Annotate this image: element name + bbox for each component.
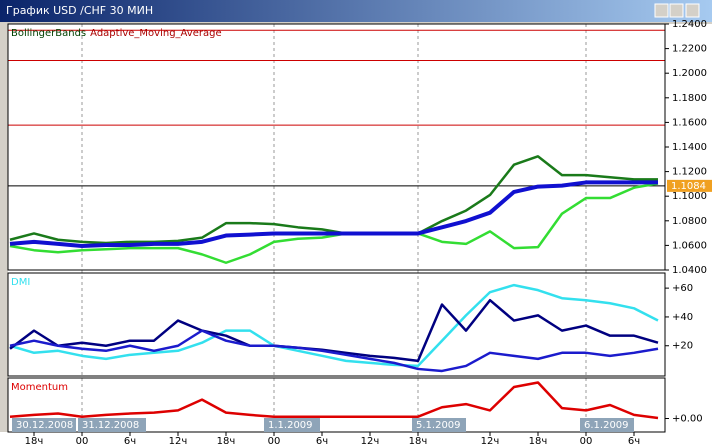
restore-button[interactable] xyxy=(669,3,684,18)
series-line xyxy=(9,381,659,420)
minimize-button[interactable] xyxy=(654,3,669,18)
y-tick-label: 1.0400 xyxy=(672,265,707,276)
y-tick-label: 1.2400 xyxy=(672,19,707,30)
x-tick-label: 6ч xyxy=(628,436,640,447)
date-label: 30.12.2008 xyxy=(16,420,73,431)
price-axis xyxy=(665,24,712,448)
y-tick-label: 1.1000 xyxy=(672,191,707,202)
x-tick-label: 18ч xyxy=(409,436,428,447)
x-tick-label: 00 xyxy=(580,436,593,447)
x-tick-label: 12ч xyxy=(169,436,188,447)
y-tick-label: +40 xyxy=(672,312,693,323)
panel-title: DMI xyxy=(11,277,30,288)
x-tick-label: 12ч xyxy=(481,436,500,447)
panel-borders xyxy=(7,23,666,433)
series-line xyxy=(9,155,658,245)
y-tick-label: 1.0800 xyxy=(672,216,707,227)
day-separators xyxy=(81,24,587,432)
x-tick-label: 18ч xyxy=(25,436,44,447)
y-tick-label: 1.2200 xyxy=(672,44,707,55)
series-line xyxy=(9,182,659,264)
y-tick-label: +20 xyxy=(672,341,693,352)
date-label: 1.1.2009 xyxy=(268,420,313,431)
title-bar xyxy=(0,0,712,22)
y-tick-label: +60 xyxy=(672,283,693,294)
y-tick-label: 1.1800 xyxy=(672,93,707,104)
series-line xyxy=(9,180,658,249)
x-tick-label: 00 xyxy=(76,436,89,447)
x-tick-label: 00 xyxy=(268,436,281,447)
legend-entry: BollingerBands xyxy=(11,28,86,39)
y-tick-label: 1.0600 xyxy=(672,240,707,251)
panel-title: Momentum xyxy=(11,382,68,393)
date-labels: 30.12.2008 31.12.2008 1.1.2009 5.1.2009 … xyxy=(12,418,634,432)
series-line xyxy=(9,283,659,368)
time-axis xyxy=(0,432,712,448)
close-button[interactable] xyxy=(685,3,700,18)
x-tick-label: 12ч xyxy=(361,436,380,447)
window-title: График USD /CHF 30 МИН xyxy=(6,4,153,17)
y-tick-label: 1.1200 xyxy=(672,167,707,178)
x-tick-label: 18ч xyxy=(217,436,236,447)
date-label: 6.1.2009 xyxy=(584,420,629,431)
current-price-box xyxy=(667,179,712,192)
date-label: 5.1.2009 xyxy=(416,420,461,431)
y-tick-label: 1.1400 xyxy=(672,142,707,153)
y-tick-label: 1.1600 xyxy=(672,117,707,128)
x-tick-label: 6ч xyxy=(316,436,328,447)
legend-entry: Adaptive_Moving_Average xyxy=(90,28,221,39)
y-tick-label: +0.00 xyxy=(672,414,703,425)
date-label: 31.12.2008 xyxy=(82,420,139,431)
x-tick-label: 18ч xyxy=(529,436,548,447)
x-tick-label: 6ч xyxy=(124,436,136,447)
series-line xyxy=(9,329,659,373)
current-price-label: 1.1084 xyxy=(671,181,706,192)
chart-area xyxy=(8,24,665,432)
series-line xyxy=(9,298,659,363)
y-tick-label: 1.2000 xyxy=(672,68,707,79)
